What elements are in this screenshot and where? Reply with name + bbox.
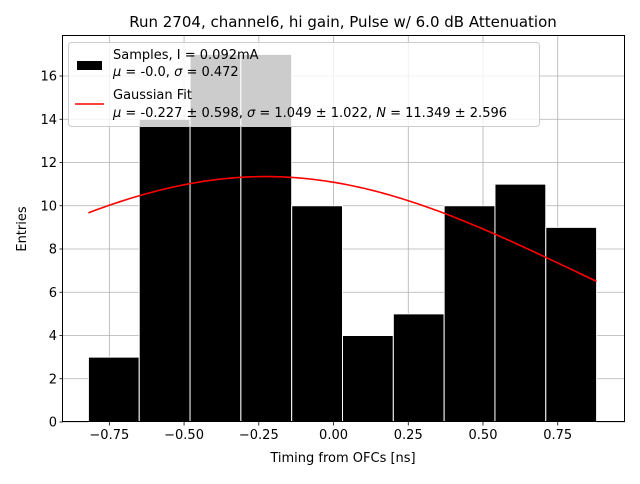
legend-box (68, 42, 540, 127)
legend-samples-label: Samples, I = 0.092mA (113, 48, 259, 63)
y-tick-label: 12 (40, 156, 57, 171)
x-tick-label: 0.00 (319, 428, 348, 443)
x-ticks: −0.75 −0.50 −0.25 0.00 0.25 0.50 0.75 (89, 422, 572, 443)
y-tick-label: 4 (49, 329, 57, 344)
x-tick-label: 0.50 (469, 428, 498, 443)
x-axis-label: Timing from OFCs [ns] (269, 451, 415, 466)
fit-layer (88, 175, 597, 283)
y-tick-label: 0 (49, 416, 57, 431)
legend-fit-sigma-value: = 1.049 ± 1.022, (255, 106, 376, 121)
chart-title: Run 2704, channel6, hi gain, Pulse w/ 6.… (129, 13, 557, 31)
legend-samples-sigma-value: = 0.472 (182, 65, 238, 80)
legend-fit-mu-value: = -0.227 ± 0.598, (121, 106, 247, 121)
histogram-bar (138, 118, 191, 423)
y-tick-label: 16 (40, 70, 57, 85)
legend-fit-label: Gaussian Fit (113, 88, 192, 103)
y-tick-label: 10 (40, 199, 57, 214)
histogram-bar (87, 356, 140, 423)
axes-frame (62, 35, 625, 422)
histogram-bar (291, 205, 344, 423)
histogram-bar (545, 226, 598, 423)
legend: Samples, I = 0.092mA μ = -0.0, σ = 0.472… (68, 42, 540, 127)
x-tick-label: −0.50 (164, 428, 204, 443)
histogram-bar (494, 183, 547, 423)
y-tick-label: 2 (49, 372, 57, 387)
legend-samples-sigma-symbol: σ (174, 65, 183, 80)
legend-samples-stats: μ = -0.0, σ = 0.472 (112, 65, 239, 80)
legend-fit-sigma-symbol: σ (247, 106, 256, 121)
x-tick-label: 0.25 (394, 428, 423, 443)
legend-samples-mu-symbol: μ (112, 65, 121, 80)
x-tick-label: −0.25 (239, 428, 279, 443)
x-tick-label: −0.75 (89, 428, 129, 443)
gaussian-fit-curve (88, 175, 597, 283)
histogram-bar (342, 335, 394, 423)
legend-samples-mu-value: = -0.0, (121, 65, 174, 80)
y-tick-label: 8 (49, 243, 57, 258)
y-tick-label: 14 (40, 113, 57, 128)
legend-fit-n-value: = 11.349 ± 2.596 (386, 106, 507, 121)
legend-fit-mu-symbol: μ (112, 106, 121, 121)
legend-fit-n-symbol: N (376, 106, 386, 121)
x-tick-label: 0.75 (543, 428, 572, 443)
legend-fit-stats: μ = -0.227 ± 0.598, σ = 1.049 ± 1.022, N… (112, 106, 507, 121)
histogram-bar (392, 313, 445, 423)
histogram-bar (443, 205, 496, 423)
y-tick-label: 6 (49, 286, 57, 301)
legend-samples-patch (77, 61, 102, 70)
y-axis-label: Entries (15, 206, 30, 252)
y-ticks: 0 2 4 6 8 10 12 14 16 (40, 70, 63, 431)
